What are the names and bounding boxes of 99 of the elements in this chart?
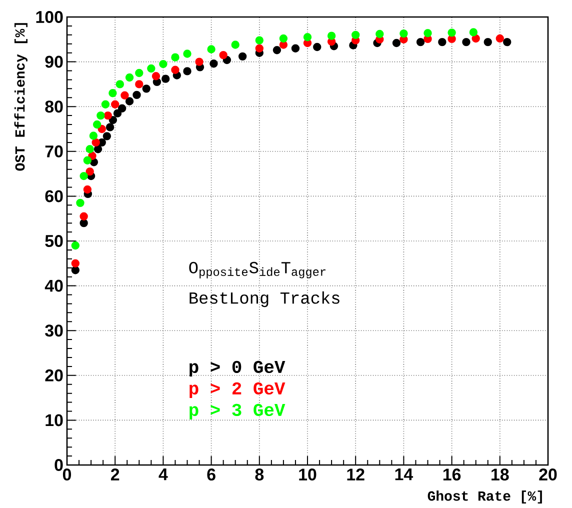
point <box>503 38 512 46</box>
point <box>92 120 102 129</box>
x-tick-label: 8 <box>255 468 264 481</box>
y-tick-label: 30 <box>45 324 63 337</box>
point <box>76 198 84 208</box>
y-tick-label: 60 <box>45 190 63 202</box>
point <box>448 28 456 37</box>
x-tick-label: 18 <box>492 468 509 481</box>
point <box>462 38 470 46</box>
point <box>272 46 282 54</box>
point <box>94 145 102 154</box>
point <box>424 29 432 38</box>
point <box>132 90 141 100</box>
point <box>135 80 144 88</box>
point <box>416 38 425 46</box>
x-tick-label: 0 <box>62 468 72 481</box>
y-tick-label: 40 <box>44 280 63 292</box>
point <box>80 218 88 228</box>
point <box>120 91 129 100</box>
x-tick-label: 6 <box>207 468 216 481</box>
point <box>86 145 94 154</box>
y-tick-label: 80 <box>45 100 63 113</box>
x-tick-label: 2 <box>110 468 120 480</box>
point <box>108 89 117 98</box>
point <box>255 44 264 52</box>
point <box>152 72 160 80</box>
point <box>400 29 408 38</box>
y-axis-title: OST Efficiency [%] <box>14 23 28 171</box>
point <box>303 33 312 42</box>
point <box>195 58 204 66</box>
point <box>89 132 98 140</box>
text: p > 2 GeV <box>190 382 286 398</box>
point <box>469 28 478 36</box>
point <box>102 132 112 140</box>
point <box>80 172 88 180</box>
x-tick-label: 4 <box>158 468 168 480</box>
x-tick-label: 12 <box>347 468 364 480</box>
x-tick-label: 14 <box>395 468 414 480</box>
point <box>162 74 170 83</box>
point <box>472 34 480 43</box>
point <box>255 36 264 44</box>
point <box>210 59 218 68</box>
point <box>496 34 504 43</box>
point <box>171 53 180 62</box>
point <box>147 64 156 73</box>
text: p > 0 GeV <box>190 360 286 377</box>
point <box>238 52 247 61</box>
x-axis-title: Ghost Rate [%] <box>428 490 542 504</box>
point <box>92 138 100 147</box>
point <box>106 123 114 132</box>
point <box>392 38 401 48</box>
point <box>484 38 492 46</box>
point <box>313 42 322 52</box>
y-tick-label: 10 <box>46 414 63 426</box>
text: p > 3 GeV <box>190 404 286 420</box>
y-tick-label: 100 <box>36 11 63 23</box>
point <box>108 116 118 124</box>
point <box>83 156 92 164</box>
y-tick-label: 90 <box>45 56 63 68</box>
point <box>438 38 446 46</box>
point <box>71 266 80 274</box>
point <box>83 185 92 194</box>
point <box>116 80 124 88</box>
point <box>113 109 122 118</box>
point <box>125 97 134 106</box>
point <box>183 50 192 58</box>
point <box>327 32 336 40</box>
annotation: BestLong Tracks <box>190 291 340 308</box>
point <box>135 68 144 78</box>
point <box>376 30 384 38</box>
point <box>80 212 88 220</box>
point <box>291 44 300 52</box>
point <box>207 45 216 54</box>
point <box>219 50 228 60</box>
point <box>352 30 360 40</box>
point <box>279 34 288 43</box>
point <box>104 111 112 120</box>
point <box>171 66 180 74</box>
point <box>183 67 192 76</box>
x-tick-label: 10 <box>299 468 316 481</box>
y-tick-label: 70 <box>45 145 63 158</box>
point <box>101 100 110 108</box>
point <box>111 100 120 108</box>
point <box>86 167 94 176</box>
y-tick-label: 20 <box>45 369 63 382</box>
point <box>71 241 80 250</box>
x-tick-label: 16 <box>443 468 461 481</box>
point <box>125 73 134 82</box>
point <box>142 84 150 93</box>
y-tick-label: 50 <box>45 235 63 247</box>
y-tick-label: 0 <box>54 459 63 472</box>
annotation: O$_{pposite}$S$_{ide}$T$_{agger}$ <box>189 262 326 278</box>
point <box>98 124 106 134</box>
point <box>231 40 240 49</box>
point <box>118 104 126 112</box>
point <box>159 60 168 68</box>
x-tick-label: 20 <box>539 468 557 481</box>
point <box>71 259 80 268</box>
point <box>96 111 105 120</box>
